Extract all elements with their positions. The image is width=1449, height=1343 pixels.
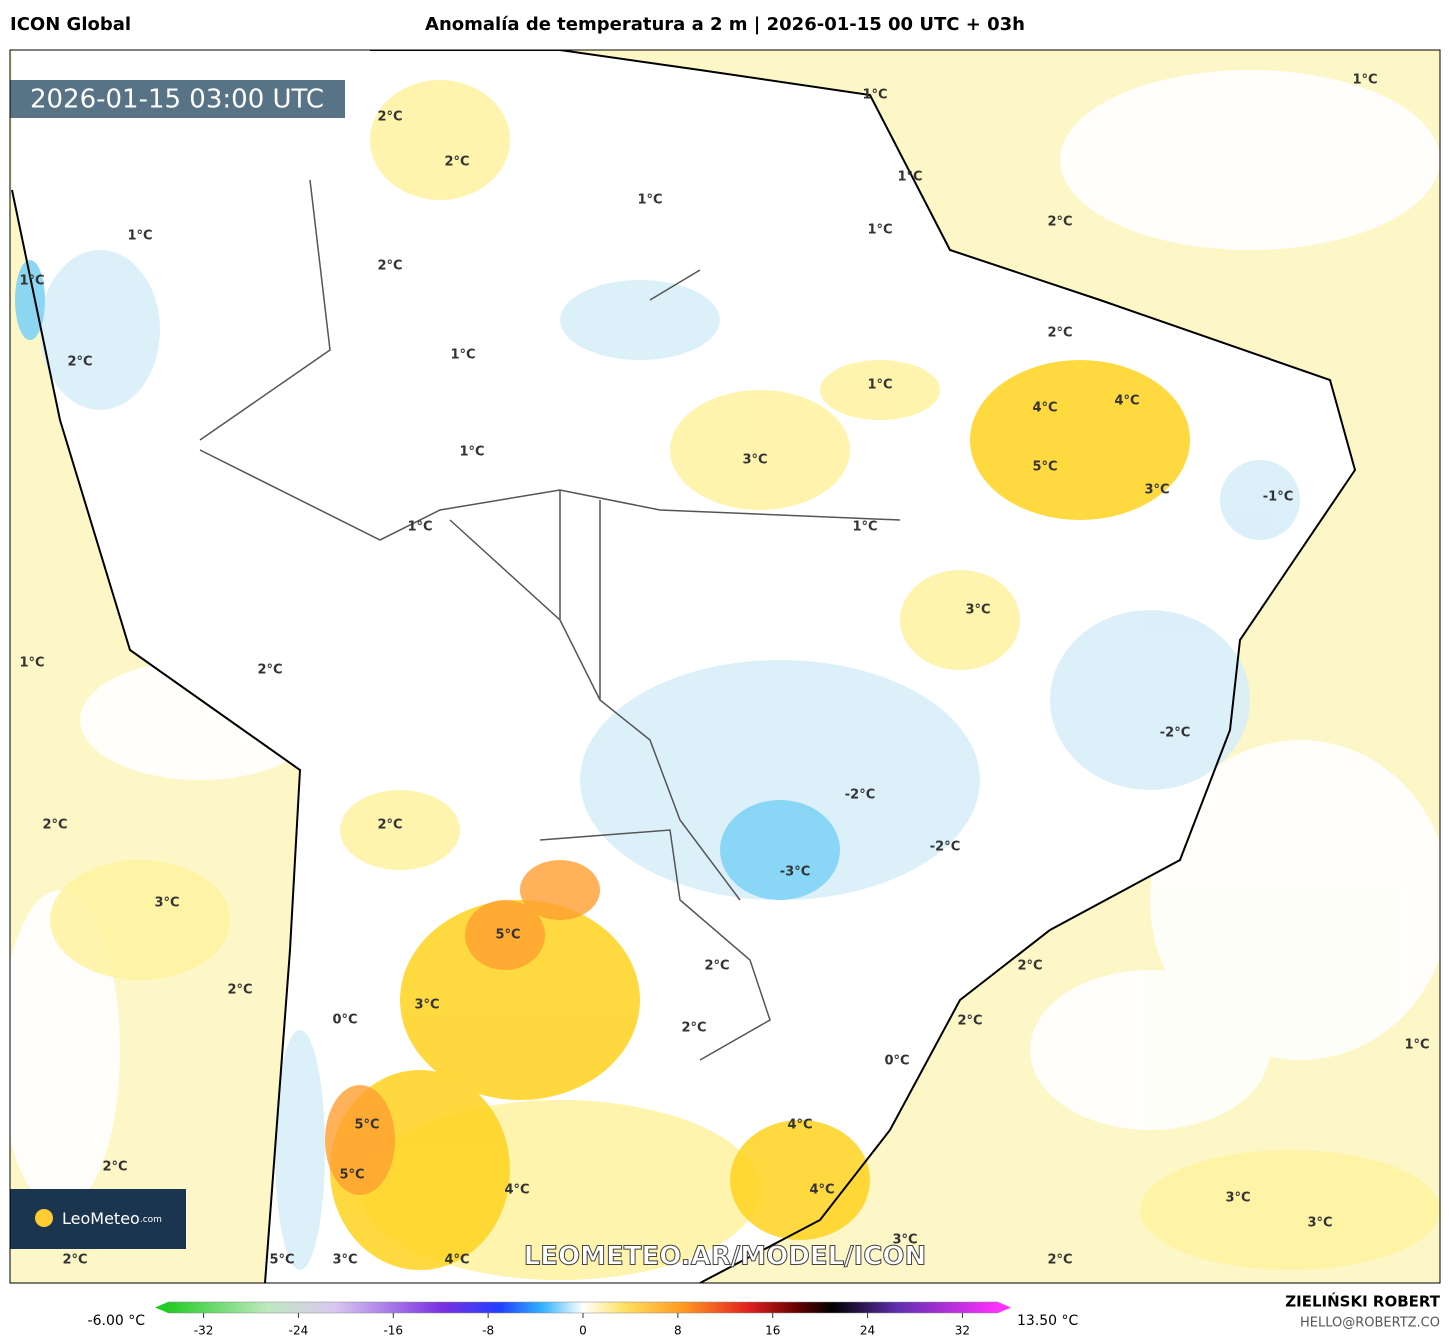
colorbar-max-arrow [998, 1302, 1011, 1313]
contour-labels: 1°C 2°C 1°C 2°C 1°C 1°C 2°C 1°C 1°C 2°C 1°C 2°C 2°C 1… [19, 73, 1429, 1268]
map-frame [9, 49, 1441, 1284]
colorbar-tick-label: -32 [194, 1324, 214, 1338]
logo-sun [35, 1209, 53, 1227]
contour-label: -1°C [1263, 490, 1293, 505]
contour-label: 2°C [1047, 326, 1072, 341]
contour-label: 0°C [332, 1013, 357, 1028]
contour-label: 4°C [504, 1183, 529, 1198]
contour-label: 1°C [862, 88, 887, 103]
contour-label: 2°C [257, 663, 282, 678]
contour-label: 3°C [742, 453, 767, 468]
contour-label: 1°C [852, 520, 877, 535]
watermark: LEOMETEO.AR/MODEL/ICON [524, 1242, 927, 1272]
contour-label: 2°C [444, 155, 469, 170]
contour-label: 1°C [1352, 73, 1377, 88]
contour-label: 2°C [67, 355, 92, 370]
contour-label: 5°C [269, 1253, 294, 1268]
colorbar-min-label: -6.00 °C [88, 1313, 146, 1329]
contour-label: 3°C [154, 896, 179, 911]
map: 2026-01-15 03:00 UTC 1°C 2°C 1°C 2°C 1°C 1°C 2… [10, 50, 1440, 1283]
contour-label: 3°C [332, 1253, 357, 1268]
colorbar-tick-label: 0 [579, 1324, 587, 1338]
contour-label: 2°C [1017, 959, 1042, 974]
contour-label: 4°C [809, 1183, 834, 1198]
colorbar-max-label: 13.50 °C [1017, 1313, 1079, 1329]
credit-author: ZIELIŃSKI ROBERT [1285, 1292, 1440, 1311]
contour-label: 2°C [957, 1014, 982, 1029]
contour-label: 4°C [1114, 394, 1139, 409]
borders [199, 179, 901, 1061]
contour-label: 5°C [1032, 460, 1057, 475]
contour-label: 2°C [377, 818, 402, 833]
colorbar-tick-label: 16 [765, 1324, 780, 1338]
logo-name: LeoMeteo [62, 1209, 140, 1228]
timestamp-box [10, 80, 345, 118]
contour-label: 1°C [867, 223, 892, 238]
colorbar-tick-label: -8 [482, 1324, 494, 1338]
contour-label: 4°C [444, 1253, 469, 1268]
contour-label: 5°C [339, 1168, 364, 1183]
contour-label: 2°C [1047, 1253, 1072, 1268]
contour-label: 3°C [892, 1233, 917, 1248]
contour-label: 1°C [407, 520, 432, 535]
contour-label: 2°C [1047, 215, 1072, 230]
contour-label: 1°C [459, 445, 484, 460]
contour-label: -3°C [780, 865, 810, 880]
contour-label: 1°C [867, 378, 892, 393]
credit-contact: HELLO@ROBERTZ.CO [1300, 1316, 1440, 1331]
contour-label: 1°C [450, 348, 475, 363]
model-name: ICON Global [10, 14, 131, 35]
colorbar-bar [167, 1301, 999, 1314]
contour-label: 1°C [127, 229, 152, 244]
contour-label: 1°C [637, 193, 662, 208]
contour-label: 1°C [897, 170, 922, 185]
colorbar-tick-label: 8 [674, 1324, 682, 1338]
contour-label: -2°C [1160, 726, 1190, 741]
contour-label: 5°C [495, 928, 520, 943]
contour-label: 2°C [62, 1253, 87, 1268]
contour-label: -2°C [845, 788, 875, 803]
colorbar-tick-label: -16 [383, 1324, 403, 1338]
contour-label: 2°C [102, 1160, 127, 1175]
colorbar: -6.00 °C 13.50 °C -32 -24 -16 -8 0 8 16 24 32 [88, 1301, 1079, 1338]
contour-label: 1°C [19, 274, 44, 289]
contour-label: -2°C [930, 840, 960, 855]
colorbar-min-arrow [155, 1302, 168, 1313]
contour-label: 2°C [227, 983, 252, 998]
contour-label: 0°C [884, 1054, 909, 1069]
timestamp: 2026-01-15 03:00 UTC [30, 85, 324, 115]
contour-label: 3°C [965, 603, 990, 618]
contour-label: 3°C [1307, 1216, 1332, 1231]
colorbar-tick-label: 32 [955, 1324, 970, 1338]
contour-label: 2°C [377, 259, 402, 274]
coastline [11, 50, 1357, 1283]
colorbar-tick-label: -24 [289, 1324, 309, 1338]
contour-label: 4°C [1032, 401, 1057, 416]
contour-label: 2°C [377, 110, 402, 125]
contour-label: 1°C [19, 656, 44, 671]
contour-label: 1°C [1404, 1038, 1429, 1053]
logo: LeoMeteo.com [62, 1209, 162, 1228]
contour-label: 4°C [787, 1118, 812, 1133]
contour-label: 2°C [681, 1021, 706, 1036]
contour-label: 3°C [414, 998, 439, 1013]
colorbar-tick-label: 24 [860, 1324, 875, 1338]
logo-suffix: .com [140, 1215, 162, 1225]
land [12, 50, 1355, 1283]
contour-label: 3°C [1225, 1191, 1250, 1206]
contour-label: 2°C [704, 959, 729, 974]
contour-label: 5°C [354, 1118, 379, 1133]
map-title: Anomalía de temperatura a 2 m | 2026-01-… [425, 14, 1025, 35]
contour-label: 2°C [42, 818, 67, 833]
contour-label: 3°C [1144, 483, 1169, 498]
